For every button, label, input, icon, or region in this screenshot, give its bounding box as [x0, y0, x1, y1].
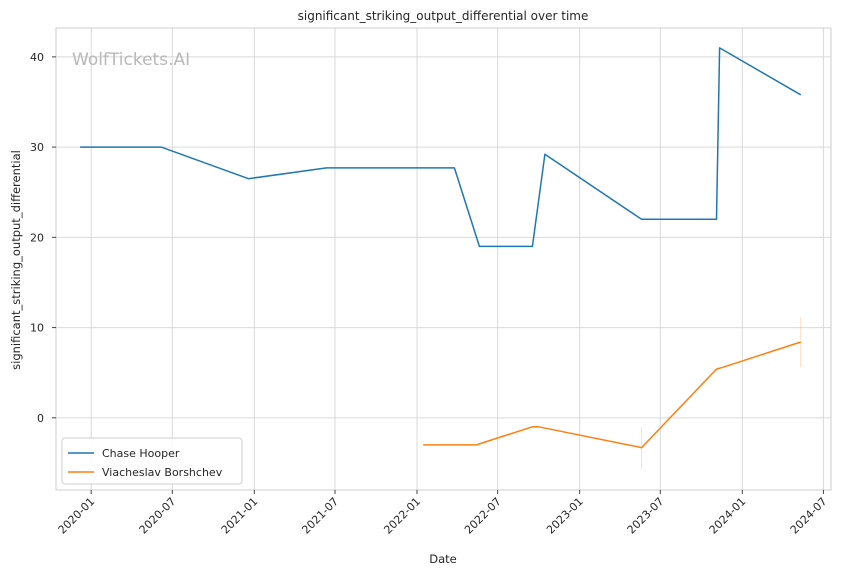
- series-lines: [80, 47, 802, 449]
- y-axis-title: significant_striking_output_differential: [9, 150, 23, 370]
- grid: [56, 28, 831, 490]
- legend-label: Viacheslav Borshchev: [102, 466, 223, 479]
- series-line-2: [423, 341, 801, 449]
- plot-area-frame: [55, 27, 832, 491]
- legend-label: Chase Hooper: [102, 447, 180, 460]
- y-tick-label: 40: [30, 51, 44, 64]
- legend: Chase Hooper Viacheslav Borshchev: [61, 437, 243, 485]
- series-line-1: [80, 47, 802, 248]
- y-tick-label: 20: [30, 231, 44, 244]
- y-axis-ticks: 0 10 20 30 40: [30, 51, 56, 425]
- y-tick-label: 0: [37, 412, 44, 425]
- y-tick-label: 10: [30, 322, 44, 335]
- watermark: WolfTickets.AI: [72, 50, 190, 70]
- y-tick-label: 30: [30, 141, 44, 154]
- x-axis-title: Date: [429, 552, 457, 566]
- chart-title: significant_striking_output_differential…: [298, 9, 589, 23]
- legend-box: [61, 437, 243, 485]
